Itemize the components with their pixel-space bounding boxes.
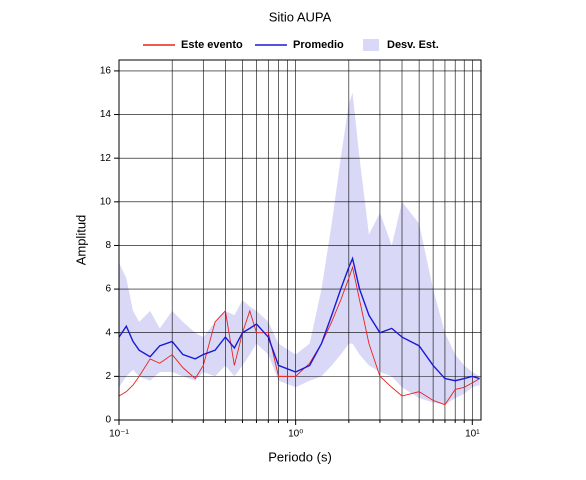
std-band: [119, 92, 480, 405]
x-tick-label: 10⁰: [288, 429, 303, 440]
series-line: [118, 256, 480, 382]
y-tick-label: 0: [105, 415, 111, 426]
y-tick-label: 16: [100, 66, 112, 77]
legend-swatch: [363, 39, 379, 51]
x-tick-label: 10¹: [465, 429, 480, 440]
y-tick-label: 4: [105, 327, 111, 338]
y-tick-label: 10: [100, 196, 112, 207]
legend-label: Este evento: [181, 39, 243, 51]
y-axis-label: Amplitud: [73, 215, 88, 266]
legend-label: Promedio: [293, 39, 344, 51]
series-line: [118, 265, 480, 406]
y-tick-label: 6: [105, 284, 111, 295]
chart-title: Sitio AUPA: [269, 9, 332, 24]
x-axis-label: Periodo (s): [268, 449, 332, 464]
x-tick-label: 10⁻¹: [109, 429, 129, 440]
plot-frame: [118, 59, 482, 421]
y-tick-label: 12: [100, 153, 112, 164]
legend-label: Desv. Est.: [387, 39, 439, 51]
y-tick-label: 2: [105, 371, 111, 382]
y-tick-label: 14: [100, 109, 112, 120]
y-tick-label: 8: [105, 240, 111, 251]
